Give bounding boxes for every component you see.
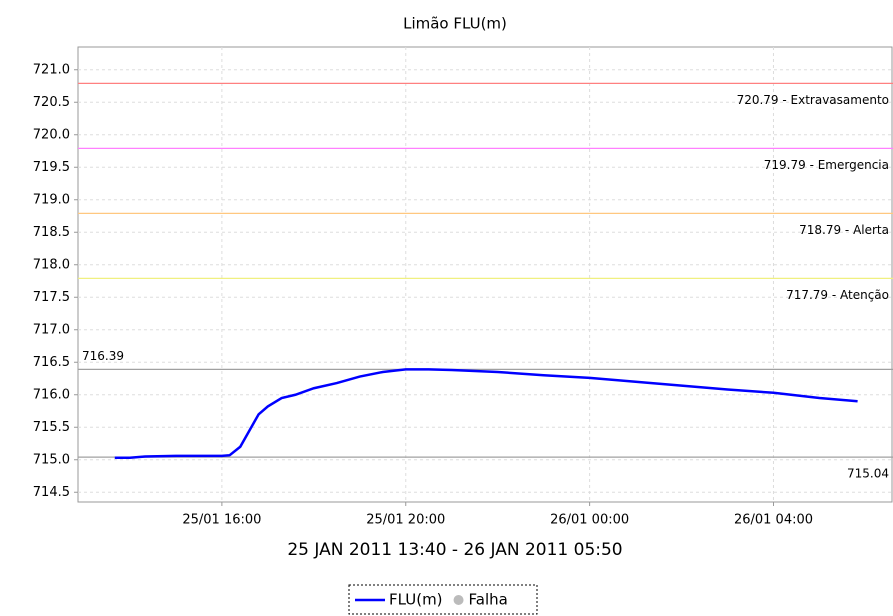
y-tick-label: 718.0 bbox=[33, 257, 70, 272]
y-tick-label: 718.5 bbox=[33, 225, 70, 240]
y-tick-label: 720.5 bbox=[33, 95, 70, 110]
x-tick-label: 25/01 16:00 bbox=[182, 513, 261, 528]
legend-label: Falha bbox=[469, 591, 508, 609]
y-tick-label: 717.5 bbox=[33, 290, 70, 305]
plot-area bbox=[77, 46, 893, 503]
y-tick-label: 717.0 bbox=[33, 322, 70, 337]
y-tick-label: 716.5 bbox=[33, 355, 70, 370]
reference-label: 717.79 - Atenção bbox=[786, 288, 889, 302]
reference-label: 718.79 - Alerta bbox=[799, 223, 889, 237]
x-tick-label: 25/01 20:00 bbox=[366, 513, 445, 528]
reference-label: 716.39 bbox=[82, 349, 124, 363]
y-tick-label: 714.5 bbox=[33, 485, 70, 500]
chart-title: Limão FLU(m) bbox=[403, 15, 507, 33]
legend-label: FLU(m) bbox=[389, 591, 443, 609]
y-tick-label: 721.0 bbox=[33, 62, 70, 77]
y-tick-label: 720.0 bbox=[33, 127, 70, 142]
y-tick-label: 719.0 bbox=[33, 192, 70, 207]
reference-label: 719.79 - Emergencia bbox=[764, 158, 889, 172]
y-tick-label: 715.0 bbox=[33, 452, 70, 467]
data-line bbox=[114, 368, 858, 460]
reference-label: 720.79 - Extravasamento bbox=[737, 93, 889, 107]
x-axis-label: 25 JAN 2011 13:40 - 26 JAN 2011 05:50 bbox=[287, 540, 622, 560]
x-tick-label: 26/01 00:00 bbox=[550, 513, 629, 528]
legend-marker bbox=[453, 595, 464, 605]
y-tick-label: 716.0 bbox=[33, 387, 70, 402]
y-tick-label: 715.5 bbox=[33, 420, 70, 435]
reference-label: 715.04 bbox=[847, 467, 889, 481]
y-tick-label: 719.5 bbox=[33, 160, 70, 175]
x-tick-label: 26/01 04:00 bbox=[734, 513, 813, 528]
